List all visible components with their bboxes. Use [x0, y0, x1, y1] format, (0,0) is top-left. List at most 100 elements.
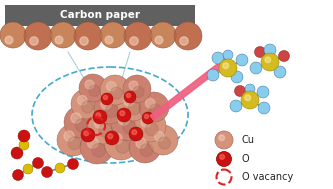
Circle shape	[75, 119, 88, 132]
Circle shape	[1, 23, 25, 47]
Circle shape	[177, 25, 199, 47]
Circle shape	[0, 22, 26, 48]
Circle shape	[4, 26, 22, 44]
Circle shape	[128, 26, 148, 46]
Circle shape	[142, 112, 154, 124]
Circle shape	[179, 27, 197, 45]
Circle shape	[107, 81, 116, 91]
Circle shape	[79, 74, 107, 102]
FancyArrow shape	[150, 58, 230, 120]
Circle shape	[5, 27, 21, 43]
Circle shape	[94, 117, 105, 128]
Circle shape	[96, 113, 101, 118]
Circle shape	[241, 91, 259, 109]
Circle shape	[111, 87, 123, 99]
Circle shape	[85, 80, 94, 89]
Circle shape	[148, 125, 178, 155]
Circle shape	[56, 27, 71, 43]
Circle shape	[159, 137, 170, 149]
Bar	[5, 5, 195, 26]
Circle shape	[64, 131, 74, 141]
Circle shape	[257, 86, 269, 98]
Circle shape	[215, 131, 233, 149]
Circle shape	[223, 50, 233, 60]
Circle shape	[176, 25, 199, 47]
Circle shape	[111, 107, 145, 141]
Text: O: O	[242, 154, 250, 164]
Circle shape	[120, 111, 125, 116]
Circle shape	[140, 144, 153, 157]
Circle shape	[105, 27, 121, 43]
Circle shape	[152, 24, 174, 46]
Circle shape	[274, 66, 286, 78]
Circle shape	[100, 75, 130, 105]
Circle shape	[19, 140, 29, 150]
Circle shape	[77, 25, 100, 47]
Circle shape	[129, 27, 147, 45]
Circle shape	[80, 28, 96, 44]
Circle shape	[151, 23, 175, 47]
Circle shape	[130, 37, 138, 45]
Circle shape	[93, 110, 107, 124]
Circle shape	[254, 46, 265, 57]
Circle shape	[80, 130, 114, 164]
Circle shape	[81, 128, 95, 142]
Circle shape	[278, 50, 289, 61]
Circle shape	[64, 106, 96, 138]
Circle shape	[212, 52, 224, 64]
Circle shape	[5, 27, 21, 43]
Circle shape	[154, 26, 172, 44]
Circle shape	[33, 157, 44, 169]
Text: O vacancy: O vacancy	[242, 172, 293, 182]
Circle shape	[219, 59, 237, 77]
Circle shape	[42, 167, 53, 177]
Circle shape	[3, 25, 23, 45]
Circle shape	[29, 27, 47, 45]
Circle shape	[82, 101, 94, 113]
Circle shape	[175, 23, 201, 49]
Circle shape	[124, 91, 136, 103]
Circle shape	[106, 27, 121, 43]
Circle shape	[74, 22, 102, 50]
Circle shape	[117, 108, 131, 122]
Circle shape	[141, 117, 151, 127]
Circle shape	[123, 75, 151, 103]
Circle shape	[176, 24, 200, 48]
Circle shape	[11, 147, 23, 159]
Circle shape	[55, 36, 63, 44]
Circle shape	[68, 159, 79, 170]
Circle shape	[87, 137, 98, 148]
Circle shape	[84, 131, 89, 136]
Circle shape	[127, 93, 131, 98]
Circle shape	[52, 24, 74, 46]
Circle shape	[125, 23, 151, 49]
Circle shape	[25, 23, 51, 49]
Circle shape	[92, 144, 106, 157]
Circle shape	[68, 137, 81, 150]
Circle shape	[145, 123, 158, 136]
Circle shape	[108, 134, 113, 139]
Text: Cu: Cu	[242, 135, 255, 145]
Circle shape	[123, 121, 137, 134]
Circle shape	[101, 93, 113, 105]
Circle shape	[136, 138, 146, 148]
Circle shape	[219, 135, 225, 141]
Circle shape	[104, 126, 138, 160]
Circle shape	[216, 152, 231, 167]
Circle shape	[118, 114, 129, 125]
Circle shape	[129, 81, 138, 90]
Circle shape	[104, 95, 108, 100]
Circle shape	[261, 53, 279, 71]
Circle shape	[245, 95, 251, 101]
Circle shape	[105, 131, 119, 145]
Circle shape	[245, 84, 255, 94]
Circle shape	[27, 25, 50, 47]
Circle shape	[80, 37, 88, 45]
Circle shape	[234, 85, 245, 97]
Circle shape	[178, 26, 198, 46]
Circle shape	[30, 28, 46, 44]
Circle shape	[134, 110, 166, 142]
Circle shape	[104, 26, 122, 44]
Circle shape	[111, 133, 122, 144]
Circle shape	[2, 24, 24, 46]
